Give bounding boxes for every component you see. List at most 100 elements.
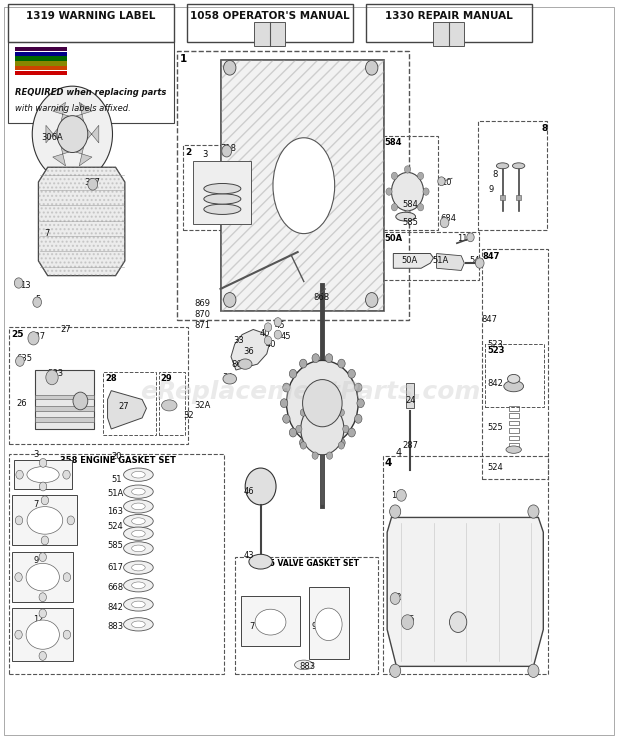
Circle shape: [290, 428, 297, 437]
Bar: [309, 587, 349, 659]
Text: 9: 9: [489, 185, 494, 194]
Circle shape: [222, 145, 232, 157]
Ellipse shape: [204, 204, 241, 215]
Bar: [383, 232, 479, 280]
Circle shape: [389, 665, 401, 677]
Circle shape: [355, 414, 362, 423]
Text: 20: 20: [451, 615, 461, 624]
Text: 4: 4: [395, 448, 401, 457]
Bar: [177, 51, 409, 320]
Ellipse shape: [131, 531, 145, 537]
Circle shape: [39, 593, 46, 602]
Circle shape: [283, 383, 290, 392]
Ellipse shape: [255, 609, 286, 635]
Text: 842: 842: [488, 379, 503, 388]
Bar: [254, 22, 285, 46]
Text: 2: 2: [185, 148, 192, 157]
Ellipse shape: [506, 446, 521, 454]
Text: 5: 5: [35, 295, 40, 304]
Circle shape: [338, 438, 345, 447]
Ellipse shape: [123, 561, 153, 574]
Text: 585: 585: [402, 218, 418, 227]
Ellipse shape: [513, 163, 525, 169]
Circle shape: [528, 505, 539, 518]
Text: eReplacementParts.com: eReplacementParts.com: [140, 380, 480, 404]
Text: 883: 883: [107, 622, 123, 631]
Polygon shape: [387, 517, 543, 666]
Polygon shape: [436, 254, 464, 271]
Text: 12: 12: [33, 615, 44, 624]
Bar: [15, 71, 68, 75]
Bar: [516, 195, 521, 201]
Text: 50A: 50A: [401, 256, 418, 266]
Circle shape: [404, 166, 410, 173]
Circle shape: [343, 425, 349, 433]
Text: 617: 617: [107, 563, 123, 572]
Ellipse shape: [123, 500, 153, 513]
Ellipse shape: [123, 618, 153, 631]
Text: 22: 22: [391, 593, 402, 602]
Circle shape: [348, 369, 355, 378]
Circle shape: [440, 218, 449, 228]
Ellipse shape: [396, 212, 415, 221]
Text: 10: 10: [441, 178, 451, 186]
Circle shape: [326, 354, 333, 363]
Text: 1095 VALVE GASKET SET: 1095 VALVE GASKET SET: [254, 559, 360, 568]
Circle shape: [417, 172, 423, 180]
Text: 45: 45: [280, 332, 291, 341]
Ellipse shape: [131, 545, 145, 552]
Ellipse shape: [204, 194, 241, 204]
Circle shape: [16, 470, 24, 479]
Circle shape: [39, 609, 46, 618]
Circle shape: [312, 399, 318, 406]
Text: 51A: 51A: [432, 256, 448, 266]
Circle shape: [391, 172, 397, 180]
Circle shape: [338, 359, 345, 368]
Polygon shape: [231, 329, 270, 370]
Circle shape: [274, 317, 281, 326]
Ellipse shape: [497, 163, 509, 169]
Text: 337: 337: [29, 332, 45, 341]
Text: 40: 40: [265, 340, 276, 349]
Text: 741: 741: [315, 410, 331, 419]
Ellipse shape: [26, 620, 60, 649]
Bar: [12, 495, 78, 545]
Circle shape: [450, 612, 467, 633]
Circle shape: [303, 380, 342, 427]
Text: 8: 8: [541, 124, 547, 132]
Text: 668: 668: [107, 583, 123, 592]
Circle shape: [366, 61, 378, 75]
Circle shape: [73, 392, 88, 410]
Polygon shape: [46, 125, 58, 143]
Bar: [15, 61, 68, 66]
Circle shape: [46, 370, 58, 385]
Circle shape: [57, 115, 88, 152]
Bar: [509, 443, 518, 448]
Text: 3: 3: [202, 150, 207, 159]
Circle shape: [299, 359, 307, 368]
Text: 871: 871: [194, 321, 210, 330]
Circle shape: [339, 442, 344, 449]
Text: 1058 OPERATOR'S MANUAL: 1058 OPERATOR'S MANUAL: [190, 11, 350, 21]
Circle shape: [301, 403, 344, 455]
Text: 383: 383: [48, 369, 64, 378]
Circle shape: [438, 177, 445, 186]
Circle shape: [357, 399, 365, 408]
Text: 32A: 32A: [194, 401, 210, 410]
Text: 847: 847: [482, 315, 498, 324]
Circle shape: [467, 233, 474, 242]
Ellipse shape: [223, 374, 237, 384]
Circle shape: [283, 414, 290, 423]
Text: 9: 9: [311, 622, 316, 631]
Circle shape: [16, 516, 23, 525]
Text: 358 ENGINE GASKET SET: 358 ENGINE GASKET SET: [60, 456, 176, 465]
Circle shape: [299, 438, 307, 447]
Bar: [406, 383, 414, 408]
Text: 870: 870: [194, 310, 210, 319]
Text: 287: 287: [402, 441, 418, 450]
Bar: [509, 428, 518, 433]
Ellipse shape: [131, 471, 145, 478]
Text: 43: 43: [243, 551, 254, 560]
Bar: [35, 406, 94, 411]
Bar: [383, 457, 548, 673]
